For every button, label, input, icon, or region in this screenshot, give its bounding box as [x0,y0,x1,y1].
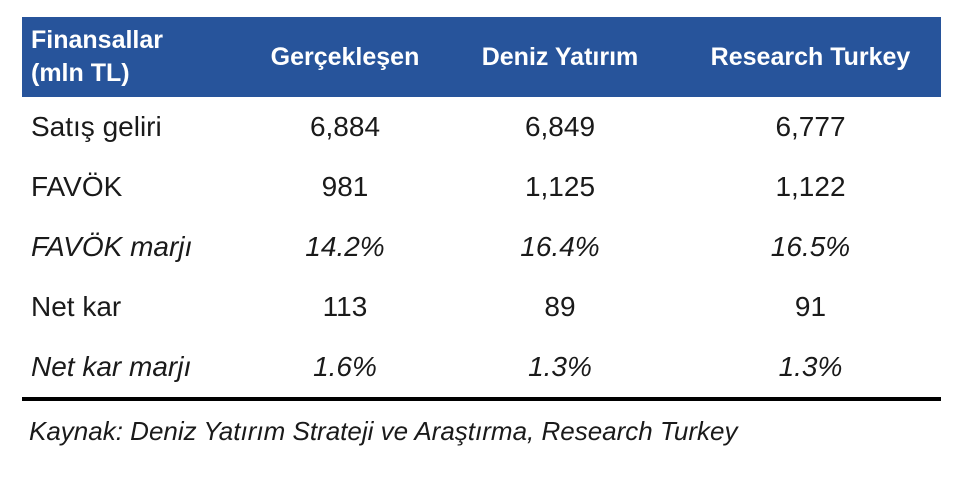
cell-value: 6,849 [524,111,596,142]
header-title-line2: (mln TL) [31,59,130,87]
cell-value: 1.3% [778,351,843,382]
financials-table-container: Finansallar (mln TL) Gerçekleşen Deniz Y… [22,17,941,447]
table-header: Finansallar (mln TL) Gerçekleşen Deniz Y… [22,17,941,97]
cell-value: 16.5% [770,231,851,262]
cell-value: 16.4% [520,231,600,262]
table-row: FAVÖK marjı 14.2% 16.4% 16.5% [22,217,941,277]
table-body: Satış geliri 6,884 6,849 6,777 FAVÖK 981… [22,97,941,399]
row-label: Net kar [31,291,122,322]
row-label: Satış geliri [31,111,162,142]
cell-value: 91 [794,291,827,322]
cell-value: 6,777 [775,111,846,142]
cell-value: 1.3% [528,351,592,382]
cell-value: 1,125 [524,171,596,202]
header-title-line1: Finansallar [31,26,163,54]
row-label: Net kar marjı [31,351,192,382]
column-header-research-turkey: Research Turkey [680,17,941,97]
cell-value: 981 [321,171,369,202]
financials-table: Finansallar (mln TL) Gerçekleşen Deniz Y… [22,17,941,401]
cell-value: 1,122 [775,171,846,202]
table-row: FAVÖK 981 1,125 1,122 [22,157,941,217]
row-label: FAVÖK [31,171,123,202]
column-header-deniz-yatirim: Deniz Yatırım [440,17,680,97]
table-row: Satış geliri 6,884 6,849 6,777 [22,97,941,157]
column-header-gerceklesen: Gerçekleşen [250,17,440,97]
source-note: Kaynak: Deniz Yatırım Strateji ve Araştı… [29,416,738,446]
row-label: FAVÖK marjı [31,231,193,262]
cell-value: 113 [322,291,368,322]
cell-value: 6,884 [309,111,381,142]
cell-value: 1.6% [313,351,377,382]
cell-value: 89 [544,291,576,322]
table-row: Net kar marjı 1.6% 1.3% 1.3% [22,337,941,399]
header-row: Finansallar (mln TL) Gerçekleşen Deniz Y… [22,17,941,97]
header-title-cell: Finansallar (mln TL) [22,17,250,97]
cell-value: 14.2% [305,231,385,262]
table-row: Net kar 113 89 91 [22,277,941,337]
